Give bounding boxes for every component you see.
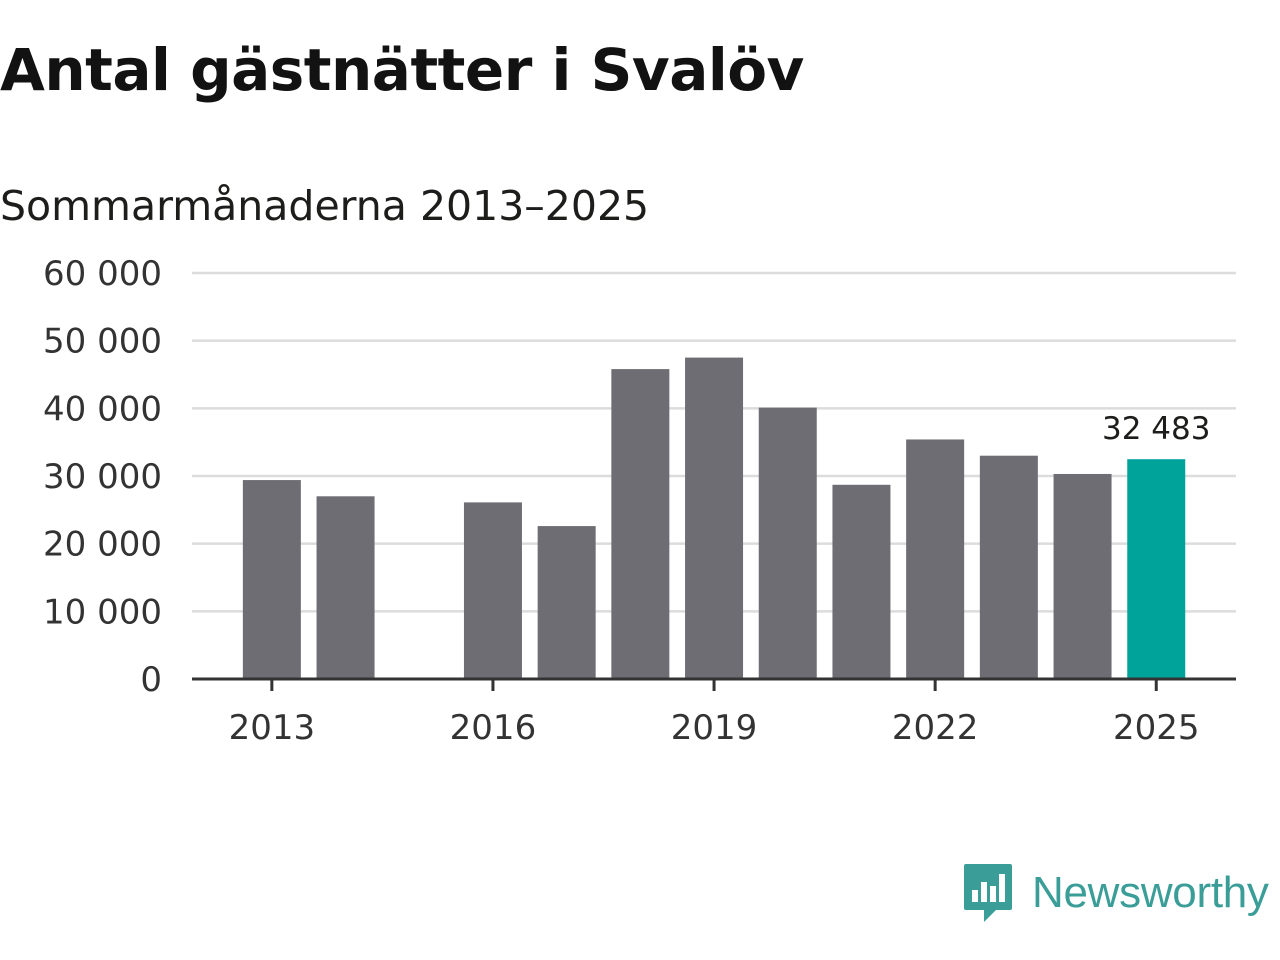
x-tick-label: 2019 <box>671 708 758 748</box>
bar-2025 <box>1127 459 1186 679</box>
y-tick-label: 20 000 <box>43 525 162 565</box>
bar-2013 <box>242 480 301 679</box>
bar-2018 <box>611 369 670 679</box>
y-tick-label: 10 000 <box>43 592 162 632</box>
chart-title: Antal gästnätter i Svalöv <box>0 36 804 104</box>
bar-2019 <box>685 357 744 679</box>
y-tick-label: 60 000 <box>43 254 162 294</box>
x-tick-label: 2022 <box>892 708 979 748</box>
newsworthy-logo-icon <box>964 864 1012 922</box>
y-tick-label: 40 000 <box>43 389 162 429</box>
data-labels: 32 483 <box>1102 411 1210 447</box>
chart-subtitle: Sommarmånaderna 2013–2025 <box>0 182 650 230</box>
x-tick-label: 2025 <box>1113 708 1200 748</box>
data-label: 32 483 <box>1102 411 1210 447</box>
bars <box>242 357 1186 679</box>
bar-2023 <box>979 455 1038 679</box>
newsworthy-logo: Newsworthy <box>962 862 1269 924</box>
x-tick-label: 2013 <box>229 708 316 748</box>
y-tick-label: 50 000 <box>43 322 162 362</box>
x-tick-label: 2016 <box>450 708 537 748</box>
x-axis-tick-labels: 2013 2016 2019 2022 2025 <box>229 708 1200 748</box>
bar-2016 <box>463 502 522 679</box>
bar-2014 <box>316 496 375 679</box>
bar-2017 <box>537 526 596 679</box>
brand-name: Newsworthy <box>1032 868 1269 917</box>
bar-2020 <box>758 407 817 679</box>
x-axis <box>192 677 1236 691</box>
y-tick-label: 0 <box>140 660 162 700</box>
bar-2022 <box>906 439 965 679</box>
bar-2021 <box>832 484 891 679</box>
y-axis-tick-labels: 0 10 000 20 000 30 000 40 000 50 000 60 000 <box>43 254 162 700</box>
y-tick-label: 30 000 <box>43 457 162 497</box>
bar-2024 <box>1053 473 1112 679</box>
bar-chart: 0 10 000 20 000 30 000 40 000 50 000 60 000 20… <box>43 254 1236 748</box>
